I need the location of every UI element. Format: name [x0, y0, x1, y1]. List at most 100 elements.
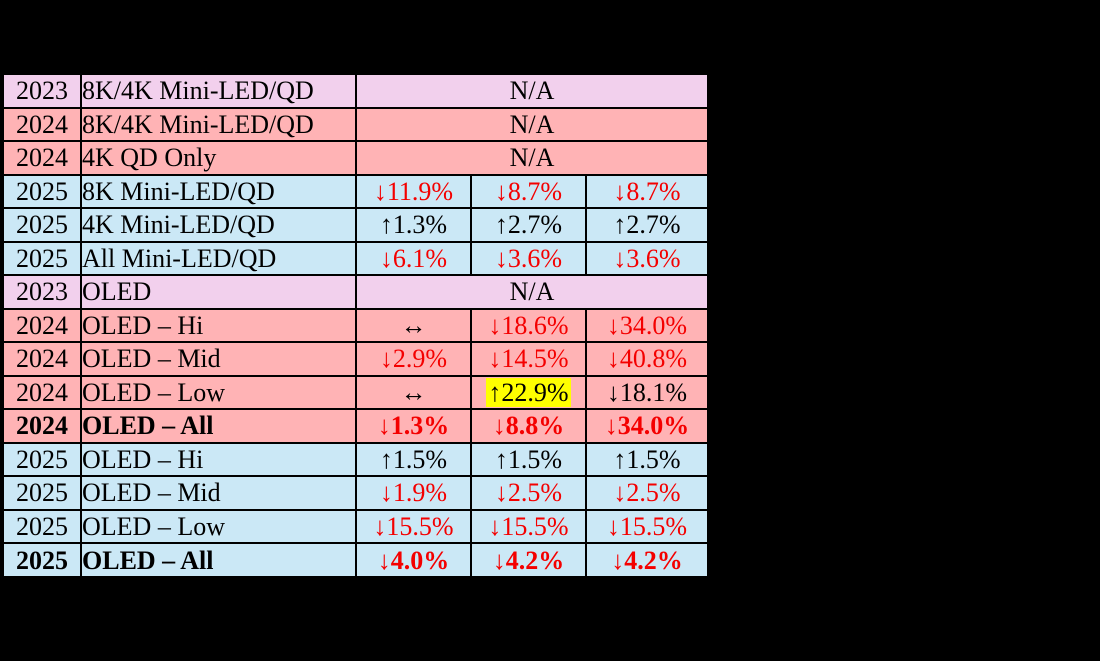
- highlighted-value-text: ↑22.9%: [486, 377, 571, 407]
- value-text: ↓40.8%: [606, 344, 688, 374]
- value-text: ↓8.7%: [613, 176, 681, 206]
- value-text: ↓1.9%: [379, 478, 448, 508]
- value-cell: ↑1.5%: [470, 441, 587, 478]
- value-text: ↓18.1%: [606, 377, 688, 407]
- value-text: ↑1.5%: [613, 444, 681, 474]
- value-cell: ↑1.3%: [355, 207, 472, 243]
- value-text: ↓3.6%: [613, 243, 681, 273]
- value-cell: ↓1.9%: [355, 475, 472, 511]
- value-cell: ↓14.5%: [470, 341, 587, 377]
- value-cell: ↓4.0%: [355, 542, 472, 578]
- value-cell: ↔: [355, 374, 472, 411]
- value-cell: ↓15.5%: [470, 508, 587, 545]
- comparison-table: 2023 8K/4K Mini-LED/QD N/A 2024 8K/4K Mini-L…: [2, 73, 709, 578]
- value-text: ↓4.2%: [611, 545, 683, 575]
- table-row: 2024 OLED – Mid ↓2.9% ↓14.5% ↓40.8%: [2, 341, 709, 377]
- table-row: 2024 OLED – All ↓1.3% ↓8.8% ↓34.0%: [2, 408, 709, 444]
- value-text: ↓11.9%: [373, 176, 454, 206]
- category-cell: 8K/4K Mini-LED/QD: [80, 106, 357, 143]
- category-cell: OLED – Mid: [80, 341, 357, 377]
- category-cell: OLED: [80, 274, 357, 310]
- category-cell: OLED – Low: [80, 374, 357, 411]
- year-cell: 2024: [2, 341, 82, 377]
- table-row: 2024 OLED – Hi ↔ ↓18.6% ↓34.0%: [2, 307, 709, 344]
- table-row: 2025 All Mini-LED/QD ↓6.1% ↓3.6% ↓3.6%: [2, 240, 709, 277]
- value-cell: ↓4.2%: [585, 542, 709, 578]
- value-text: ↓15.5%: [373, 512, 454, 542]
- value-cell: ↑22.9%: [470, 374, 587, 411]
- year-cell: 2024: [2, 374, 82, 411]
- value-cell: ↓40.8%: [585, 341, 709, 377]
- table-row: 2025 OLED – All ↓4.0% ↓4.2% ↓4.2%: [2, 542, 709, 578]
- na-merged-cell: N/A: [355, 274, 709, 310]
- value-cell: ↓18.1%: [585, 374, 709, 411]
- value-cell: ↓3.6%: [470, 240, 587, 277]
- value-text: ↓15.5%: [488, 512, 569, 542]
- value-text: ↓34.0%: [606, 310, 688, 340]
- category-cell: OLED – Hi: [80, 307, 357, 344]
- value-text: ↓6.1%: [379, 243, 448, 273]
- value-text: ↓4.2%: [492, 545, 565, 575]
- year-cell: 2024: [2, 408, 82, 444]
- value-cell: ↓34.0%: [585, 307, 709, 344]
- value-text: ↑1.5%: [379, 444, 448, 474]
- category-cell: OLED – Low: [80, 508, 357, 545]
- value-text: ↓18.6%: [488, 310, 569, 340]
- value-text: ↓1.3%: [377, 411, 450, 441]
- value-text: ↓8.8%: [492, 411, 565, 441]
- table-row: 2024 OLED – Low ↔ ↑22.9% ↓18.1%: [2, 374, 709, 411]
- year-cell: 2024: [2, 106, 82, 143]
- value-cell: ↓2.9%: [355, 341, 472, 377]
- year-cell: 2025: [2, 240, 82, 277]
- category-cell: All Mini-LED/QD: [80, 240, 357, 277]
- value-text: ↑2.7%: [494, 210, 563, 240]
- table-row: 2025 OLED – Hi ↑1.5% ↑1.5% ↑1.5%: [2, 441, 709, 478]
- year-cell: 2024: [2, 140, 82, 176]
- year-cell: 2025: [2, 508, 82, 545]
- category-cell: OLED – All: [80, 542, 357, 578]
- value-cell: ↔: [355, 307, 472, 344]
- value-cell: ↓6.1%: [355, 240, 472, 277]
- na-merged-cell: N/A: [355, 140, 709, 176]
- value-text: ↑1.3%: [379, 210, 448, 240]
- table-row: 2025 8K Mini-LED/QD ↓11.9% ↓8.7% ↓8.7%: [2, 173, 709, 210]
- category-cell: 4K Mini-LED/QD: [80, 207, 357, 243]
- category-cell: 8K Mini-LED/QD: [80, 173, 357, 210]
- value-cell: ↓1.3%: [355, 408, 472, 444]
- value-text: ↔: [400, 310, 427, 340]
- value-text: ↓4.0%: [377, 545, 450, 575]
- value-text: ↓8.7%: [494, 176, 563, 206]
- value-cell: ↓2.5%: [470, 475, 587, 511]
- table-row: 2023 OLED N/A: [2, 274, 709, 310]
- value-text: ↑2.7%: [613, 210, 681, 240]
- year-cell: 2024: [2, 307, 82, 344]
- year-cell: 2025: [2, 475, 82, 511]
- value-text: ↓14.5%: [488, 344, 569, 374]
- value-cell: ↓11.9%: [355, 173, 472, 210]
- table-row: 2024 4K QD Only N/A: [2, 140, 709, 176]
- value-cell: ↑1.5%: [585, 441, 709, 478]
- table-row: 2025 OLED – Low ↓15.5% ↓15.5% ↓15.5%: [2, 508, 709, 545]
- value-cell: ↓8.7%: [585, 173, 709, 210]
- value-cell: ↓3.6%: [585, 240, 709, 277]
- table-row: 2025 OLED – Mid ↓1.9% ↓2.5% ↓2.5%: [2, 475, 709, 511]
- value-cell: ↓18.6%: [470, 307, 587, 344]
- category-cell: 8K/4K Mini-LED/QD: [80, 73, 357, 109]
- value-cell: ↓34.0%: [585, 408, 709, 444]
- table-row: 2025 4K Mini-LED/QD ↑1.3% ↑2.7% ↑2.7%: [2, 207, 709, 243]
- comparison-table-body: 2023 8K/4K Mini-LED/QD N/A 2024 8K/4K Mini-L…: [2, 73, 709, 578]
- year-cell: 2023: [2, 73, 82, 109]
- value-text: ↓34.0%: [604, 411, 690, 441]
- year-cell: 2025: [2, 207, 82, 243]
- value-cell: ↓15.5%: [585, 508, 709, 545]
- value-text: ↔: [400, 377, 427, 407]
- year-cell: 2025: [2, 542, 82, 578]
- na-merged-cell: N/A: [355, 106, 709, 143]
- table-row: 2023 8K/4K Mini-LED/QD N/A: [2, 73, 709, 109]
- year-cell: 2025: [2, 173, 82, 210]
- value-cell: ↓2.5%: [585, 475, 709, 511]
- value-cell: ↓4.2%: [470, 542, 587, 578]
- year-cell: 2025: [2, 441, 82, 478]
- value-text: ↑1.5%: [494, 444, 563, 474]
